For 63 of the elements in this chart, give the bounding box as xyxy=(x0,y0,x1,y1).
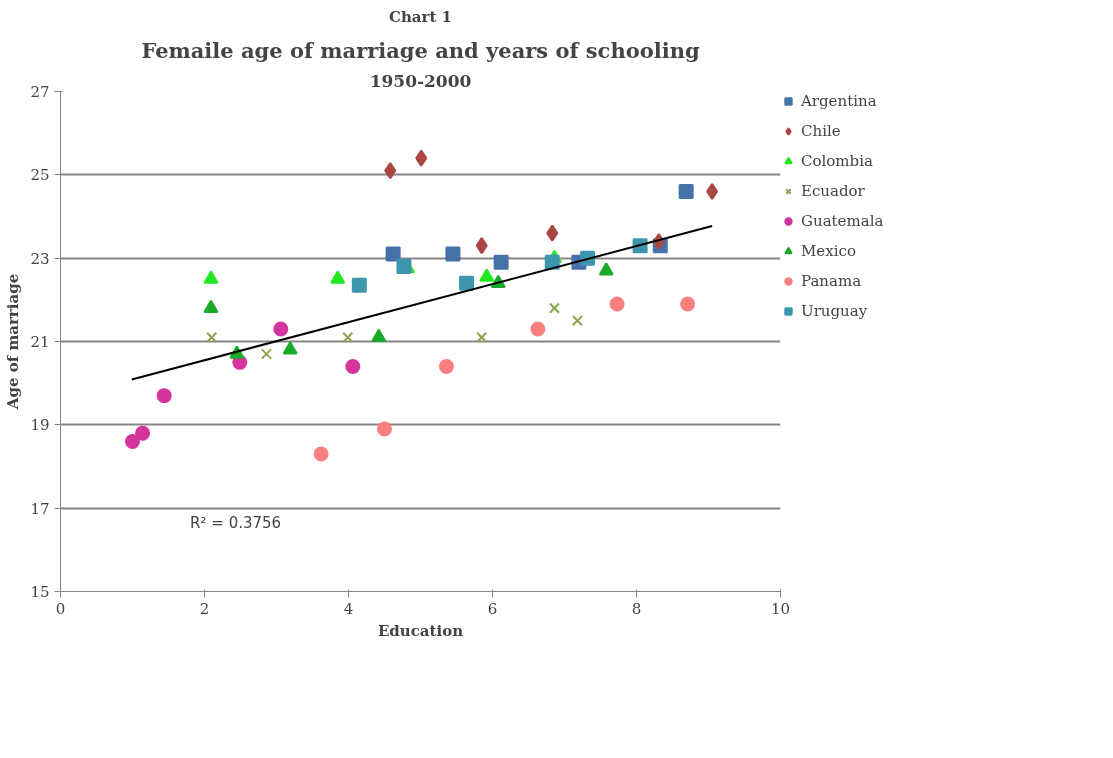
legend-label: Uruguay xyxy=(801,302,868,320)
point xyxy=(351,277,367,293)
point xyxy=(479,268,495,282)
chart-subtitle: 1950-2000 xyxy=(369,70,472,91)
point xyxy=(282,341,298,355)
y-tick-label: 21 xyxy=(30,333,50,351)
point xyxy=(396,259,412,274)
point xyxy=(475,237,488,255)
point xyxy=(678,184,694,199)
x-tick-label: 10 xyxy=(770,599,791,618)
point xyxy=(342,331,354,343)
point xyxy=(330,270,346,284)
point xyxy=(445,246,461,262)
point xyxy=(546,224,559,242)
chart-title: Femaile age of marriage and years of schooling xyxy=(141,37,700,63)
point xyxy=(156,388,172,404)
point xyxy=(680,296,696,312)
point xyxy=(706,183,719,200)
legend-label: Ecuador xyxy=(801,182,865,200)
point xyxy=(206,331,218,343)
x-tick-label: 4 xyxy=(343,599,354,618)
point xyxy=(415,149,428,167)
y-tick-label: 17 xyxy=(30,499,50,518)
x-tick-label: 0 xyxy=(55,599,66,618)
point xyxy=(548,302,561,314)
point xyxy=(384,162,397,180)
point xyxy=(598,262,614,276)
x-tick-label: 2 xyxy=(199,599,210,618)
point xyxy=(260,348,273,360)
y-tick-label: 23 xyxy=(30,249,50,268)
legend-label: Panama xyxy=(801,272,862,290)
point xyxy=(203,270,219,284)
legend-label: Colombia xyxy=(801,152,873,170)
point xyxy=(345,359,361,374)
point xyxy=(313,446,329,462)
point xyxy=(203,299,219,313)
point xyxy=(385,246,401,262)
point xyxy=(476,331,488,343)
legend-label: Argentina xyxy=(801,92,877,110)
y-tick-label: 15 xyxy=(30,583,50,601)
point xyxy=(371,328,387,343)
point xyxy=(273,321,289,337)
y-axis-title: Age of marriage xyxy=(4,273,23,411)
x-tick-label: 6 xyxy=(487,599,498,618)
point xyxy=(459,275,475,291)
point xyxy=(571,315,584,327)
legend-label: Mexico xyxy=(801,242,856,260)
x-axis-title: Education xyxy=(377,621,464,640)
legend-label: Chile xyxy=(801,122,841,140)
y-tick-label: 19 xyxy=(30,416,50,435)
legend-label: Guatemala xyxy=(801,212,884,230)
point xyxy=(135,425,151,441)
point xyxy=(609,296,625,312)
y-tick-label: 25 xyxy=(30,166,50,185)
point xyxy=(438,359,454,374)
x-tick-label: 8 xyxy=(631,599,642,618)
point xyxy=(530,321,546,337)
point xyxy=(493,254,509,270)
point xyxy=(377,421,392,437)
annotation: R² = 0.3756 xyxy=(190,513,282,532)
caption: Chart 1 xyxy=(388,7,453,26)
y-tick-label: 27 xyxy=(30,83,50,101)
point xyxy=(125,434,140,449)
